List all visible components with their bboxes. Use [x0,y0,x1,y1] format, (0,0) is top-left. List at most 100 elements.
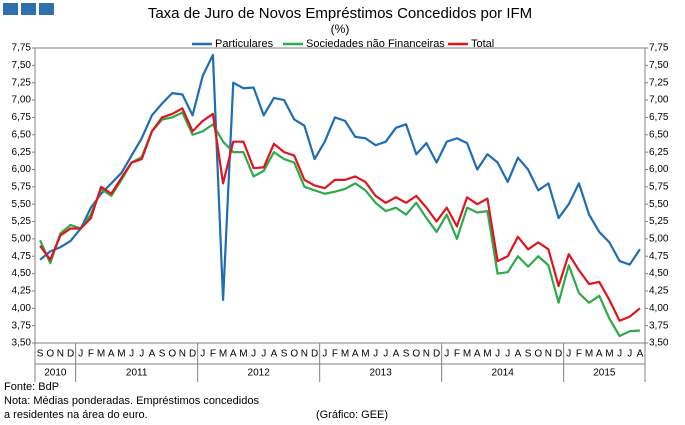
x-tick-label: J [444,349,449,360]
x-tick-label: J [373,349,378,360]
y2-tick-label: 7,00 [649,95,669,106]
x-tick-label: J [383,349,388,360]
x-tick-label: N [545,349,552,360]
x-tick-label: J [617,349,622,360]
x-tick-label: J [251,349,256,360]
x-tick-label: M [483,349,491,360]
y-tick-label: 4,00 [12,303,32,314]
x-tick-label: A [149,349,156,360]
x-tick-label: J [627,349,632,360]
x-tick-label: M [239,349,247,360]
x-tick-label: A [393,349,400,360]
y2-tick-label: 5,25 [649,216,669,227]
y2-tick-label: 4,25 [649,286,669,297]
source: Fonte: BdP [4,381,59,393]
y2-tick-label: 4,75 [649,251,669,262]
icon [39,3,54,15]
x-tick-label: D [189,349,196,360]
x-tick-label: J [566,349,571,360]
y-tick-label: 5,00 [12,234,32,245]
plot-frame [34,47,646,344]
year-label: 2010 [44,368,67,379]
x-tick-label: A [515,349,522,360]
chart-title: Taxa de Juro de Novos Empréstimos Conced… [148,5,532,22]
y2-tick-label: 6,75 [649,112,669,123]
x-tick-label: N [57,349,64,360]
x-tick-label: O [412,349,420,360]
icon [3,3,18,15]
y-tick-label: 6,25 [12,147,32,158]
x-tick-label: F [576,349,582,360]
x-tick-label: M [97,349,105,360]
y-tick-label: 7,50 [12,60,32,71]
credit: (Gráfico: GEE) [316,409,388,421]
y-tick-label: 5,25 [12,216,32,227]
x-tick-label: J [78,349,83,360]
y2-tick-label: 3,50 [649,338,669,349]
x-tick-label: M [605,349,613,360]
x-tick-label: A [271,349,278,360]
y2-tick-label: 5,00 [649,234,669,245]
x-tick-label: F [88,349,94,360]
series-line [39,53,641,302]
x-tick-label: D [555,349,562,360]
chart-subtitle: (%) [331,22,350,36]
y-tick-label: 4,50 [12,268,32,279]
x-tick-label: O [534,349,542,360]
legend-label: Total [471,38,494,50]
x-tick-label: D [311,349,318,360]
y2-tick-label: 5,75 [649,181,669,192]
y2-tick-label: 5,50 [649,199,669,210]
year-label: 2011 [126,368,148,379]
x-tick-label: A [637,349,644,360]
y2-tick-label: 3,75 [649,320,669,331]
x-tick-label: A [230,349,237,360]
x-tick-label: O [46,349,54,360]
year-label: 2015 [593,368,616,379]
x-tick-label: J [495,349,500,360]
y-tick-label: 4,75 [12,251,32,262]
x-tick-label: S [37,349,44,360]
y-tick-label: 7,25 [12,77,32,88]
x-tick-label: A [352,349,359,360]
x-tick-label: O [168,349,176,360]
x-tick-label: M [117,349,125,360]
x-tick-label: J [139,349,144,360]
y2-tick-label: 6,50 [649,129,669,140]
x-tick-label: N [301,349,308,360]
x-tick-label: J [129,349,134,360]
x-tick-label: S [281,349,288,360]
y-tick-label: 7,75 [12,43,32,54]
legend-label: Particulares [215,38,274,50]
y-tick-label: 6,75 [12,112,32,123]
x-tick-label: N [423,349,430,360]
x-tick-label: A [474,349,481,360]
y2-tick-label: 6,00 [649,164,669,175]
series-line [39,107,641,322]
x-tick-label: J [261,349,266,360]
note: Nota: Médias ponderadas. Empréstimos con… [4,395,259,407]
y2-tick-label: 6,25 [649,147,669,158]
x-tick-label: D [67,349,74,360]
x-tick-label: M [463,349,471,360]
icon [21,3,36,15]
y2-tick-label: 7,50 [649,60,669,71]
x-tick-label: S [159,349,166,360]
x-tick-label: M [341,349,349,360]
y-tick-label: 3,50 [12,338,32,349]
note: a residentes na área do euro. [4,409,148,421]
x-tick-label: S [403,349,410,360]
year-label: 2014 [492,368,515,379]
x-tick-label: S [525,349,532,360]
y-tick-label: 5,75 [12,181,32,192]
y-tick-label: 6,50 [12,129,32,140]
x-tick-label: J [322,349,327,360]
x-tick-label: M [361,349,369,360]
y-tick-label: 4,25 [12,286,32,297]
x-tick-label: M [585,349,593,360]
y2-tick-label: 7,25 [649,77,669,88]
x-tick-label: O [290,349,298,360]
x-tick-label: F [332,349,338,360]
year-label: 2012 [248,368,271,379]
